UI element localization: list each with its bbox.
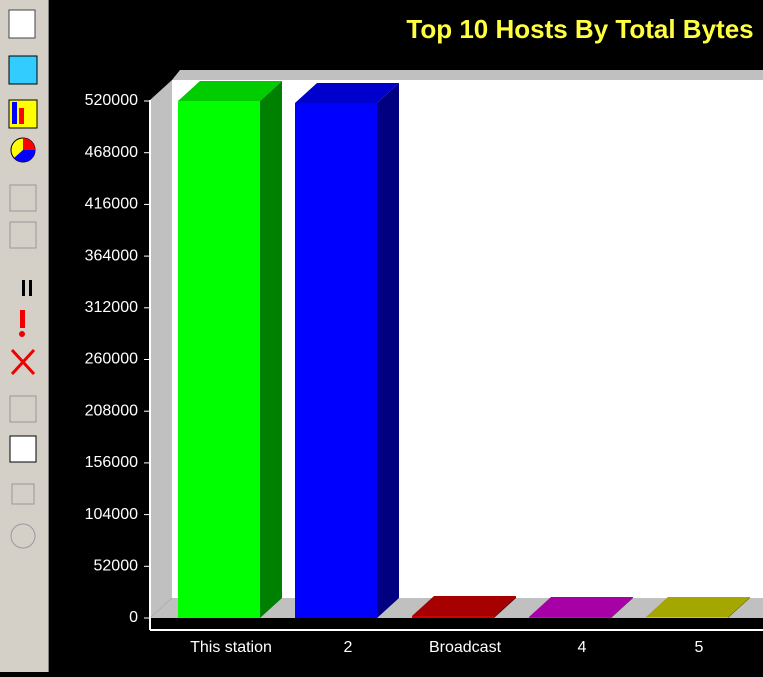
bar-top	[412, 596, 516, 617]
stop-button[interactable]	[10, 348, 36, 376]
bar-side	[494, 596, 516, 618]
bar-top	[646, 597, 750, 618]
y-tick-label: 208000	[85, 402, 138, 419]
alert-button[interactable]	[20, 310, 25, 328]
x-tick-label: 2	[344, 639, 353, 656]
y-tick-label: 260000	[85, 351, 138, 368]
disabled-button[interactable]	[9, 221, 37, 249]
bar-side	[260, 81, 282, 618]
x-tick-label: 5	[695, 639, 704, 656]
disabled-button[interactable]	[10, 523, 36, 549]
y-tick-label: 416000	[85, 196, 138, 213]
y-tick-label: 156000	[85, 454, 138, 471]
y-tick-label: 520000	[85, 92, 138, 109]
properties-button[interactable]	[9, 435, 37, 463]
disabled-button[interactable]	[11, 483, 35, 505]
icon-part	[19, 331, 25, 337]
chart-title: Top 10 Hosts By Total Bytes	[406, 14, 753, 44]
bar	[646, 617, 728, 618]
bar	[178, 101, 260, 618]
zoom-button[interactable]	[8, 55, 38, 85]
disabled-button[interactable]	[9, 395, 37, 423]
bar	[295, 102, 377, 618]
toolbar	[0, 0, 49, 672]
icon-part	[19, 108, 24, 124]
disabled-button[interactable]	[9, 184, 37, 212]
bar-top	[178, 81, 282, 101]
y-tick-label: 104000	[85, 506, 138, 523]
icon-part	[29, 280, 32, 296]
toolbar-icons	[8, 9, 38, 549]
x-tick-label: This station	[190, 639, 272, 656]
bar	[529, 617, 611, 618]
bar	[412, 616, 494, 618]
left-wall	[150, 80, 172, 618]
y-tick-label: 52000	[94, 558, 139, 575]
wall-rim	[172, 70, 763, 80]
y-tick-label: 0	[129, 609, 138, 626]
y-tick-label: 468000	[85, 144, 138, 161]
x-tick-label: 4	[578, 639, 587, 656]
icon-part	[12, 102, 17, 124]
bar-side	[611, 597, 633, 618]
bar-side	[377, 82, 399, 618]
bar-top	[529, 597, 633, 618]
bar-top	[295, 82, 399, 103]
pause-button[interactable]	[22, 280, 25, 296]
y-tick-label: 312000	[85, 299, 138, 316]
icon-part	[14, 150, 36, 163]
bar-side	[728, 597, 750, 618]
x-tick-label: Broadcast	[429, 639, 502, 656]
y-tick-label: 364000	[85, 247, 138, 264]
icon-part	[23, 138, 35, 150]
text-view-button[interactable]	[8, 9, 36, 39]
